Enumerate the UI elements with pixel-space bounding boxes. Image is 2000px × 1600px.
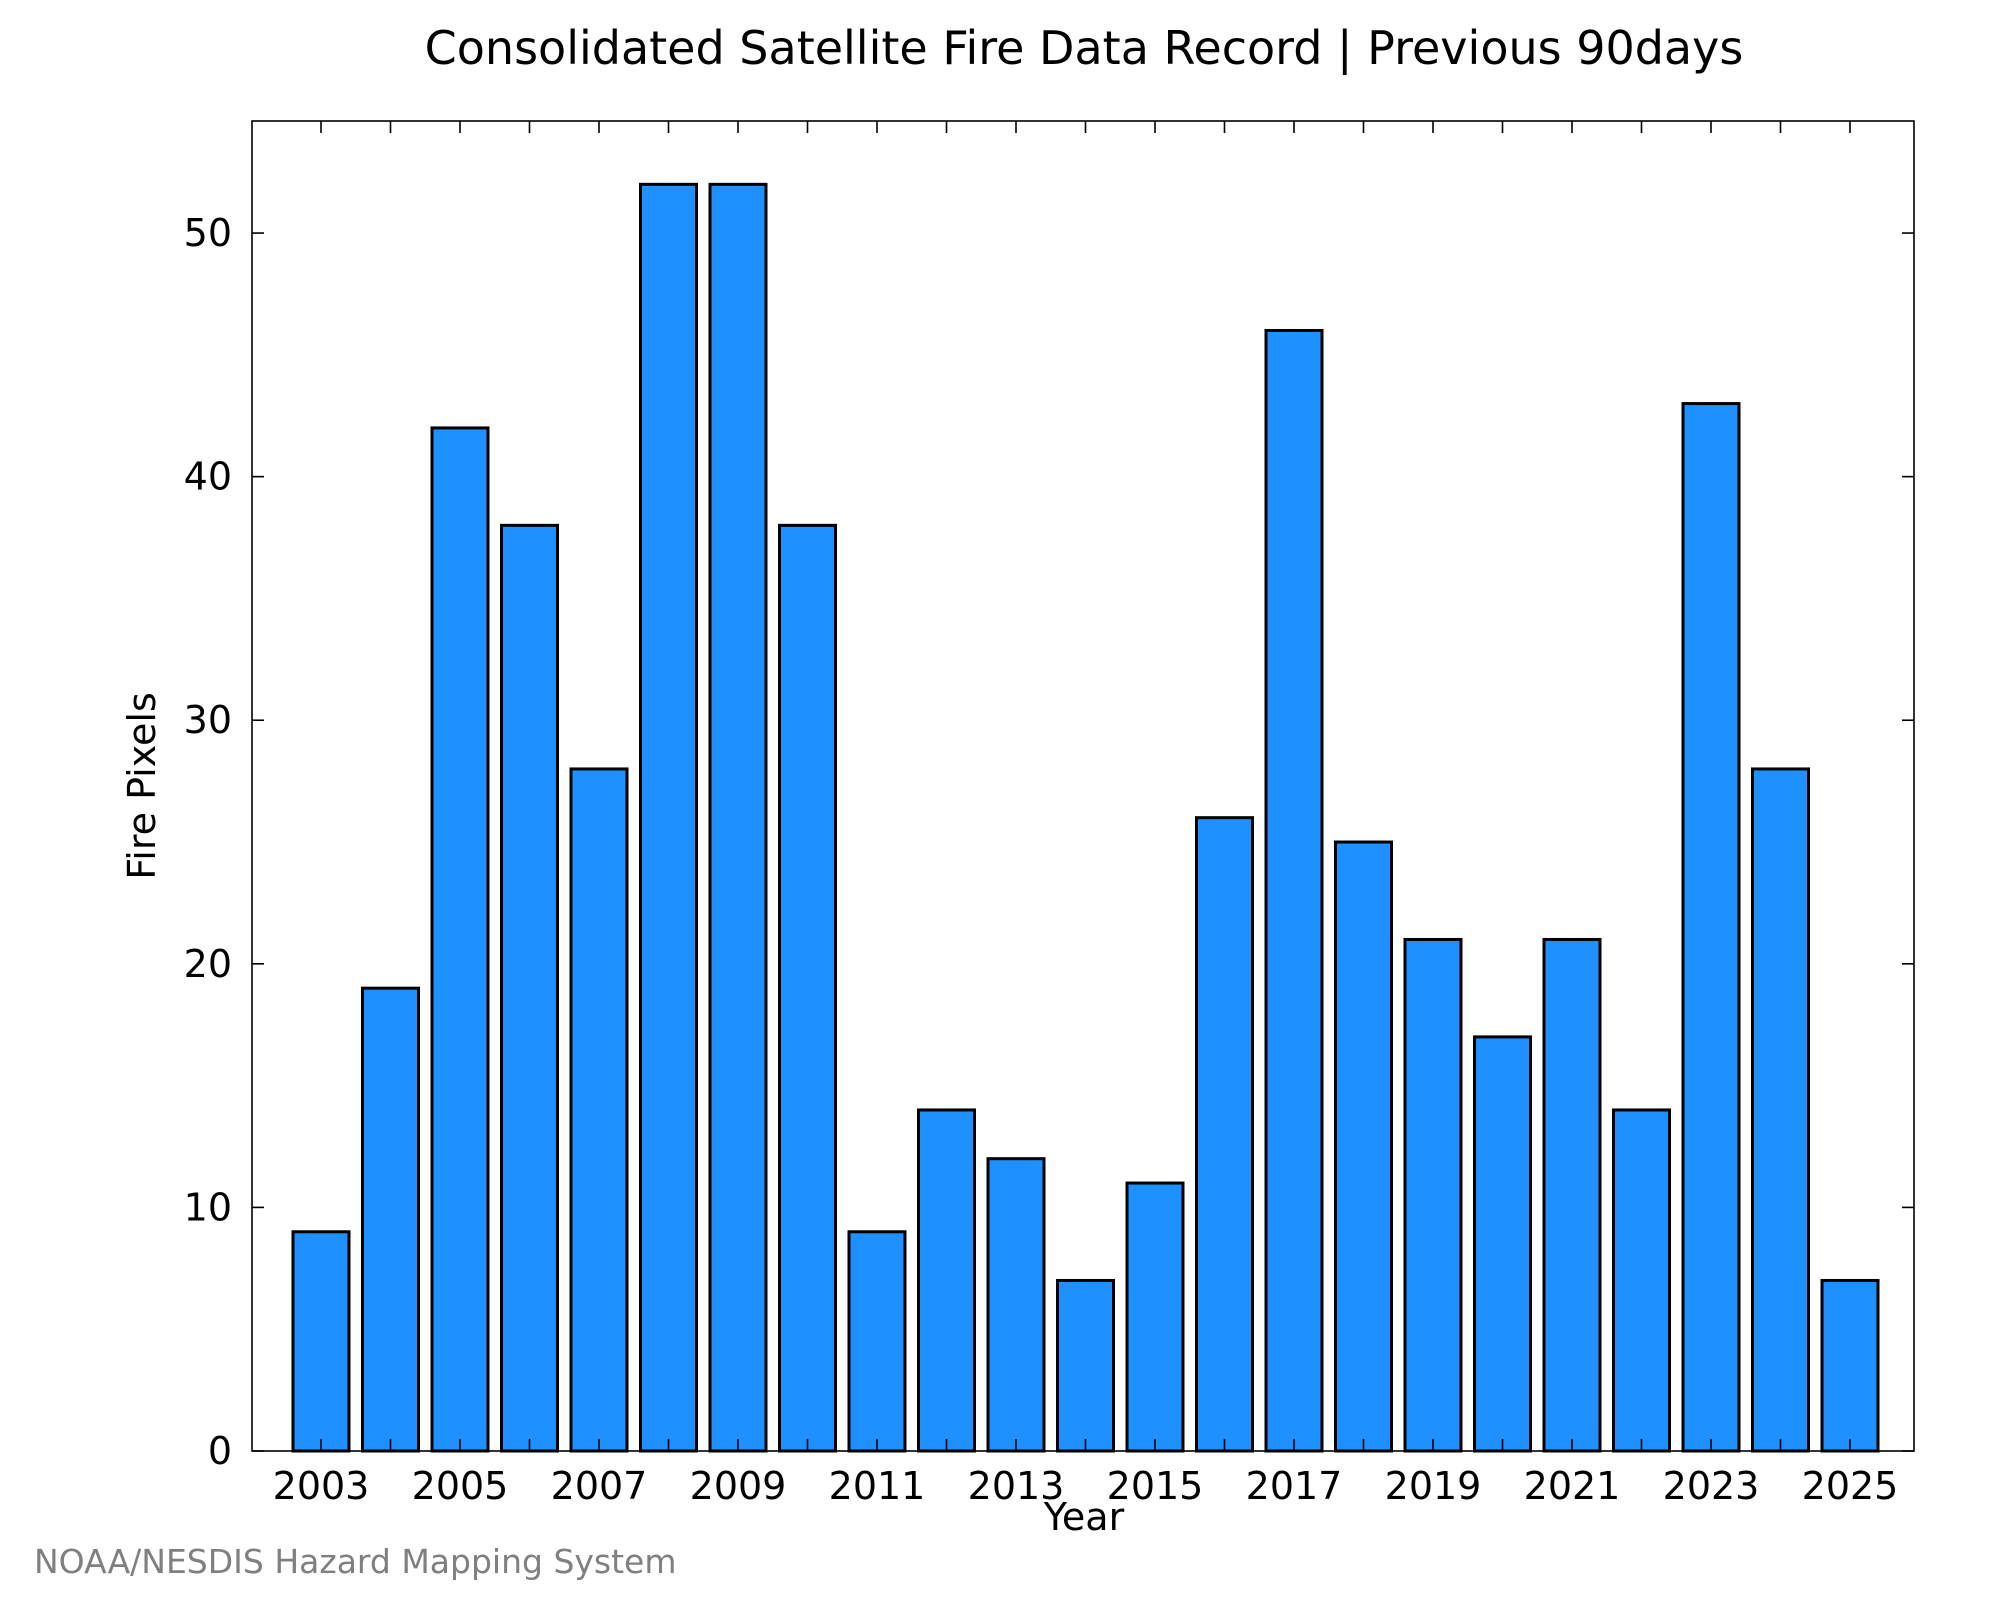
- bar-2018: [1334, 840, 1393, 1453]
- bars-layer: [291, 182, 1880, 1453]
- credit-text: NOAA/NESDIS Hazard Mapping System: [34, 1542, 677, 1581]
- x-tick-label: 2017: [1246, 1464, 1343, 1508]
- y-tick-label: 10: [184, 1185, 232, 1229]
- bar-2016: [1195, 816, 1254, 1453]
- bar-2005: [430, 426, 490, 1453]
- y-tick-label: 40: [184, 455, 232, 499]
- bar-2017: [1264, 328, 1324, 1453]
- bar-2020: [1473, 1035, 1532, 1453]
- bar-2004: [361, 986, 420, 1453]
- bar-2015: [1125, 1181, 1185, 1453]
- ticks-layer: [252, 121, 1914, 1452]
- bar-2011: [847, 1230, 907, 1453]
- bar-2008: [639, 182, 698, 1453]
- bar-2014: [1056, 1278, 1115, 1453]
- x-tick-label: 2005: [412, 1464, 509, 1508]
- bar-2003: [291, 1230, 351, 1453]
- x-tick-label: 2007: [551, 1464, 648, 1508]
- bar-2021: [1542, 937, 1602, 1453]
- bar-2013: [986, 1157, 1046, 1453]
- x-axis-label: Year: [1043, 1495, 1125, 1539]
- bar-2006: [500, 523, 559, 1453]
- x-tick-label: 2019: [1385, 1464, 1482, 1508]
- bar-2024: [1751, 767, 1810, 1453]
- bar-2019: [1403, 937, 1463, 1453]
- x-tick-label: 2011: [829, 1464, 926, 1508]
- x-tick-label: 2013: [968, 1464, 1065, 1508]
- y-tick-label: 0: [208, 1429, 232, 1473]
- x-tick-labels: 2003 2005 2007 2009 2011 2013 2015 2017 2019 2021…: [273, 1464, 1899, 1508]
- chart-title: Consolidated Satellite Fire Data Record …: [425, 21, 1744, 76]
- x-tick-label: 2021: [1524, 1464, 1621, 1508]
- bar-2009: [708, 182, 768, 1453]
- x-tick-label: 2009: [690, 1464, 787, 1508]
- y-tick-label: 50: [184, 211, 232, 255]
- x-tick-label: 2025: [1802, 1464, 1899, 1508]
- y-tick-label: 30: [184, 698, 232, 742]
- bar-2023: [1681, 402, 1741, 1453]
- bar-2012: [917, 1108, 976, 1453]
- x-tick-label: 2023: [1663, 1464, 1760, 1508]
- x-tick-label: 2015: [1107, 1464, 1204, 1508]
- y-axis-label: Fire Pixels: [120, 692, 164, 880]
- bar-2010: [778, 523, 837, 1453]
- bar-2007: [569, 767, 629, 1453]
- bar-2025: [1820, 1278, 1880, 1453]
- y-tick-labels: 0 10 20 30 40 50: [184, 211, 232, 1473]
- bar-2022: [1612, 1108, 1671, 1453]
- y-tick-label: 20: [184, 942, 232, 986]
- plot-frame: [251, 120, 1915, 1452]
- x-tick-label: 2003: [273, 1464, 370, 1508]
